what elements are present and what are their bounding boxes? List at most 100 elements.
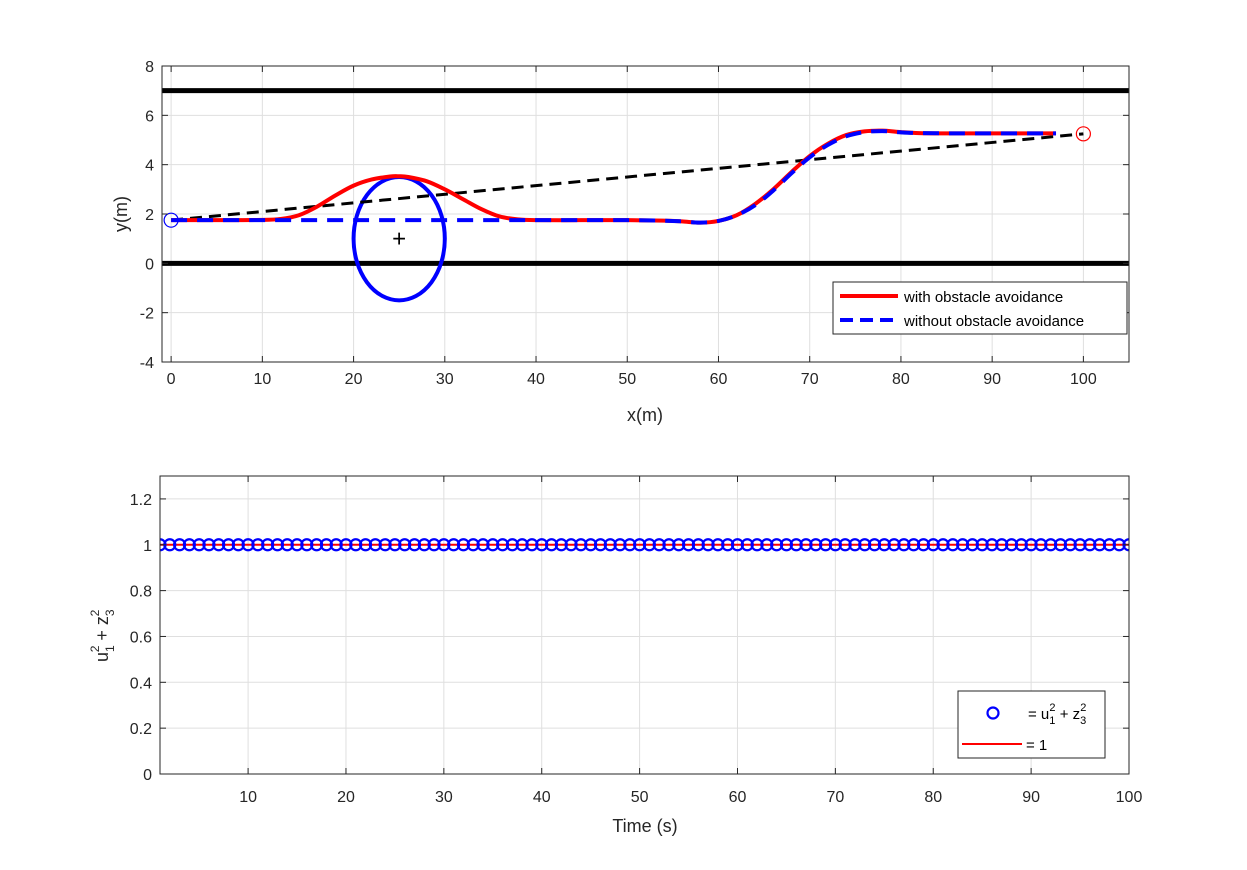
constraint-point (721, 538, 735, 552)
constraint-point (750, 538, 764, 552)
constraint-point (838, 538, 852, 552)
tick-label-x: 70 (826, 789, 844, 806)
constraint-point (437, 538, 451, 552)
constraint-point (770, 538, 784, 552)
tick-label-y: 8 (145, 59, 154, 76)
constraint-point (956, 538, 970, 552)
constraint-point (427, 538, 441, 552)
constraint-point (1093, 538, 1107, 552)
constraint-point (711, 538, 725, 552)
constraint-point (1073, 538, 1087, 552)
constraint-point (779, 538, 794, 552)
tick-label-x: 20 (345, 371, 363, 388)
constraint-point (554, 538, 568, 552)
constraint-point (916, 538, 931, 552)
tick-label-x: 80 (924, 789, 942, 806)
constraint-point (887, 538, 901, 552)
constraint-point (319, 538, 333, 552)
constraint-point (280, 538, 294, 552)
constraint-point (358, 538, 373, 552)
tick-label-x: 60 (710, 371, 728, 388)
constraint-point (799, 538, 813, 552)
constraint-point (907, 538, 921, 552)
tick-label-x: 0 (167, 371, 176, 388)
constraint-point (730, 538, 745, 552)
constraint-point (818, 538, 833, 552)
constraint-point (652, 538, 666, 552)
constraint-point (681, 538, 696, 552)
constraint-point (701, 538, 715, 552)
tick-label-x: 60 (729, 789, 747, 806)
constraint-point (642, 538, 656, 552)
constraint-legend: = u12 + z32 = 1 (957, 690, 1106, 759)
constraint-point (505, 538, 519, 552)
constraint-point (388, 538, 402, 552)
tick-label-y: 0.4 (130, 675, 152, 692)
constraint-point (486, 538, 500, 552)
reference-dashed-line (170, 132, 1084, 222)
constraint-point (760, 538, 774, 552)
constraint-point (544, 538, 559, 552)
constraint-point (633, 538, 647, 552)
constraint-point (447, 538, 461, 552)
tick-label-x: 100 (1116, 789, 1143, 806)
constraint-point (192, 538, 206, 552)
tick-label-y: -4 (140, 355, 154, 372)
constraint-point (466, 538, 480, 552)
tick-label-x: 50 (618, 371, 636, 388)
legend-label-with-avoidance: with obstacle avoidance (903, 289, 1063, 306)
constraint-point (1063, 538, 1077, 552)
tick-label-y: 0.6 (130, 629, 152, 646)
tick-label-x: 20 (337, 789, 355, 806)
constraint-point (349, 538, 363, 552)
constraint-point (378, 538, 392, 552)
constraint-point (995, 538, 1009, 552)
constraint-point (848, 538, 862, 552)
constraint-point (310, 538, 324, 552)
constraint-point (339, 538, 353, 552)
constraint-axes: 10 20 30 40 50 60 70 80 90 100 0 0.2 0.4 0.6 0.8 1 1.2 T… (88, 475, 1143, 836)
constraint-legend-box (957, 690, 1106, 759)
constraint-point (897, 538, 911, 552)
constraint-point (456, 538, 471, 552)
goal-marker (1075, 126, 1091, 142)
tick-label-x: 10 (239, 789, 257, 806)
legend-swatch-circles (986, 706, 1000, 720)
constraint-point (936, 538, 950, 552)
series-without-avoidance (171, 129, 1057, 225)
tick-label-y: 0 (143, 767, 152, 784)
constraint-point (1102, 538, 1117, 552)
constraint-point (1024, 538, 1038, 552)
constraint-y-label: u12 + z32 (88, 609, 117, 662)
constraint-point (398, 538, 412, 552)
constraint-point (867, 538, 882, 552)
tick-label-x: 30 (436, 371, 454, 388)
constraint-point (564, 538, 578, 552)
constraint-point (858, 538, 872, 552)
constraint-point (828, 538, 842, 552)
constraint-point (417, 538, 431, 552)
constraint-point (1053, 538, 1068, 552)
constraint-x-label: Time (s) (612, 816, 677, 836)
constraint-point (985, 538, 999, 552)
constraint-point (584, 538, 598, 552)
trajectory-y-label: y(m) (111, 196, 131, 232)
tick-label-y: 1.2 (130, 492, 152, 509)
constraint-point (368, 538, 382, 552)
tick-label-x: 40 (533, 789, 551, 806)
trajectory-ticks: 0 10 20 30 40 50 60 70 80 90 100 -4 -2 0 2 4 6 8 (140, 59, 1129, 388)
trajectory-legend: with obstacle avoidance without obstacle… (832, 281, 1128, 335)
constraint-ticks: 10 20 30 40 50 60 70 80 90 100 0 0.2 0.4 0.6 0.8 1 1.2 (130, 476, 1143, 806)
constraint-point (926, 538, 940, 552)
tick-label-y: -2 (140, 306, 154, 323)
constraint-point (965, 538, 979, 552)
constraint-point (525, 538, 539, 552)
constraint-point (290, 538, 304, 552)
constraint-point (613, 538, 627, 552)
constraint-point (172, 538, 187, 552)
constraint-point (515, 538, 529, 552)
constraint-point (221, 538, 236, 552)
trajectory-content: + (162, 88, 1129, 303)
start-marker (163, 212, 179, 228)
trajectory-axes: + 0 10 20 30 40 50 60 70 80 90 100 -4 -2 0 2 4 6 8 x(m) y… (111, 59, 1130, 425)
